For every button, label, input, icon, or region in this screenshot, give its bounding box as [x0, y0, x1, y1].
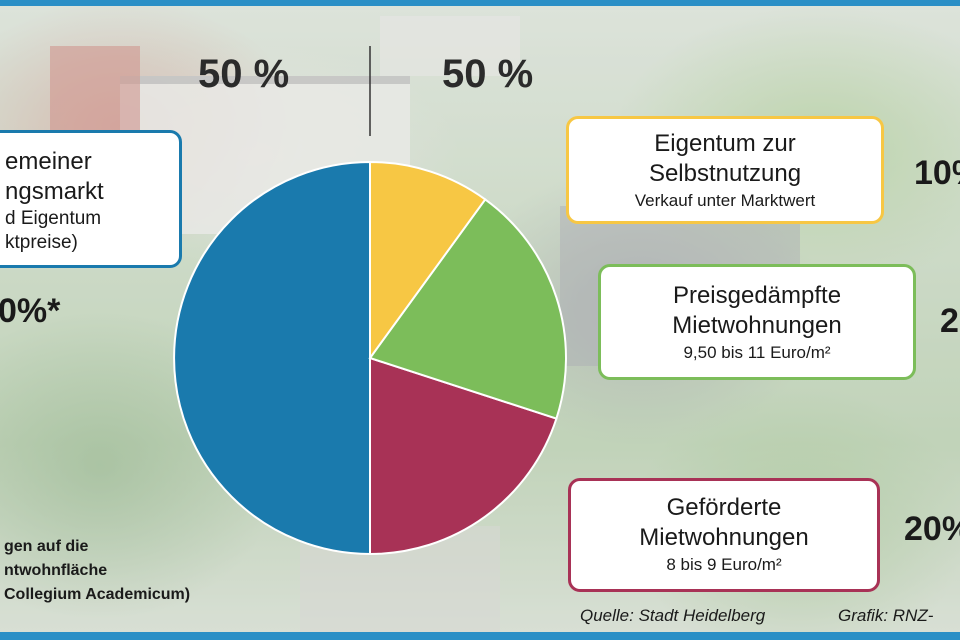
- footnote-line: Collegium Academicum): [4, 586, 191, 603]
- label-line: Mietwohnungen: [639, 524, 809, 551]
- label-box-allgemeiner-wohnungsmarkt: emeiner ngsmarkt d Eigentum ktpreise): [0, 130, 182, 268]
- label-line: d Eigentum: [5, 208, 102, 229]
- infographic-canvas: 50 % 50 % emeiner ngsmarkt d Eigentum kt…: [0, 6, 960, 632]
- pie-slice-3: [369, 356, 558, 556]
- bottom-border: [0, 632, 960, 640]
- label-line: Preisgedämpfte: [672, 282, 842, 309]
- percent-preisgedaempfte: 2: [940, 302, 959, 340]
- label-line: Geförderte: [666, 494, 782, 521]
- label-line: ngsmarkt: [5, 178, 104, 205]
- label-line: Selbstnutzung: [648, 160, 802, 187]
- label-line: Mietwohnungen: [672, 312, 842, 339]
- percent-allgemeiner-wohnungsmarkt: 0%*: [0, 292, 61, 330]
- label-line: ktpreise): [5, 232, 78, 253]
- pie-slice-1: [369, 160, 487, 362]
- footnote-line: ntwohnfläche: [4, 562, 108, 579]
- label-line: Eigentum zur: [654, 130, 796, 157]
- pie-slice-2: [368, 198, 567, 420]
- source-credit: Quelle: Stadt Heidelberg: [580, 606, 766, 625]
- label-line: emeiner: [5, 148, 92, 175]
- label-line: 8 bis 9 Euro/m²: [666, 555, 782, 574]
- pie-chart: [173, 46, 567, 556]
- footnote-line: gen auf die: [4, 538, 89, 555]
- percent-eigentum: 10%: [914, 154, 960, 192]
- label-box-preisgedaempfte: Preisgedämpfte Mietwohnungen 9,50 bis 11…: [598, 264, 916, 380]
- label-box-eigentum: Eigentum zur Selbstnutzung Verkauf unter…: [566, 116, 884, 224]
- graphic-credit: Grafik: RNZ-: [838, 606, 934, 625]
- top-label-right: 50 %: [442, 52, 534, 96]
- percent-gefoerderte: 20%: [904, 510, 960, 548]
- pie-slice-0: [173, 160, 371, 556]
- label-box-gefoerderte: Geförderte Mietwohnungen 8 bis 9 Euro/m²: [568, 478, 880, 592]
- label-line: Verkauf unter Marktwert: [634, 191, 816, 210]
- background-building: [380, 16, 520, 76]
- top-label-left: 50 %: [198, 52, 290, 96]
- label-line: 9,50 bis 11 Euro/m²: [683, 343, 831, 362]
